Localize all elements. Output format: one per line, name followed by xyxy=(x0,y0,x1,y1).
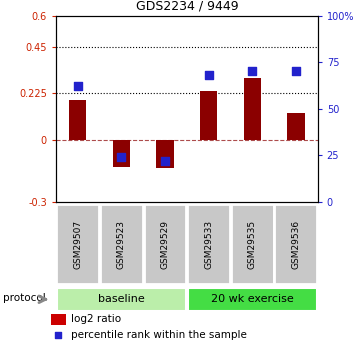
Text: protocol: protocol xyxy=(3,293,45,303)
Text: GSM29523: GSM29523 xyxy=(117,219,126,269)
FancyBboxPatch shape xyxy=(231,204,274,284)
Text: 20 wk exercise: 20 wk exercise xyxy=(211,294,293,304)
Point xyxy=(293,69,299,74)
Bar xyxy=(156,140,174,168)
FancyBboxPatch shape xyxy=(187,204,230,284)
Bar xyxy=(69,100,87,140)
Title: GDS2234 / 9449: GDS2234 / 9449 xyxy=(135,0,238,13)
FancyBboxPatch shape xyxy=(100,204,143,284)
Text: GSM29533: GSM29533 xyxy=(204,219,213,269)
FancyBboxPatch shape xyxy=(56,204,99,284)
Point xyxy=(249,69,255,74)
FancyBboxPatch shape xyxy=(188,288,317,311)
FancyBboxPatch shape xyxy=(144,204,186,284)
Point xyxy=(118,154,124,160)
FancyBboxPatch shape xyxy=(274,204,317,284)
Bar xyxy=(287,113,305,140)
Text: GSM29535: GSM29535 xyxy=(248,219,257,269)
Point xyxy=(55,332,61,337)
Text: percentile rank within the sample: percentile rank within the sample xyxy=(71,330,247,340)
Bar xyxy=(51,314,66,325)
Point xyxy=(162,158,168,164)
Bar xyxy=(113,140,130,167)
Text: log2 ratio: log2 ratio xyxy=(71,314,121,324)
Bar xyxy=(244,78,261,140)
Point xyxy=(206,72,212,78)
Bar xyxy=(200,91,217,140)
Text: GSM29529: GSM29529 xyxy=(161,219,170,269)
Point xyxy=(75,83,81,89)
Text: GSM29536: GSM29536 xyxy=(291,219,300,269)
FancyBboxPatch shape xyxy=(57,288,186,311)
Text: GSM29507: GSM29507 xyxy=(73,219,82,269)
Text: baseline: baseline xyxy=(98,294,145,304)
